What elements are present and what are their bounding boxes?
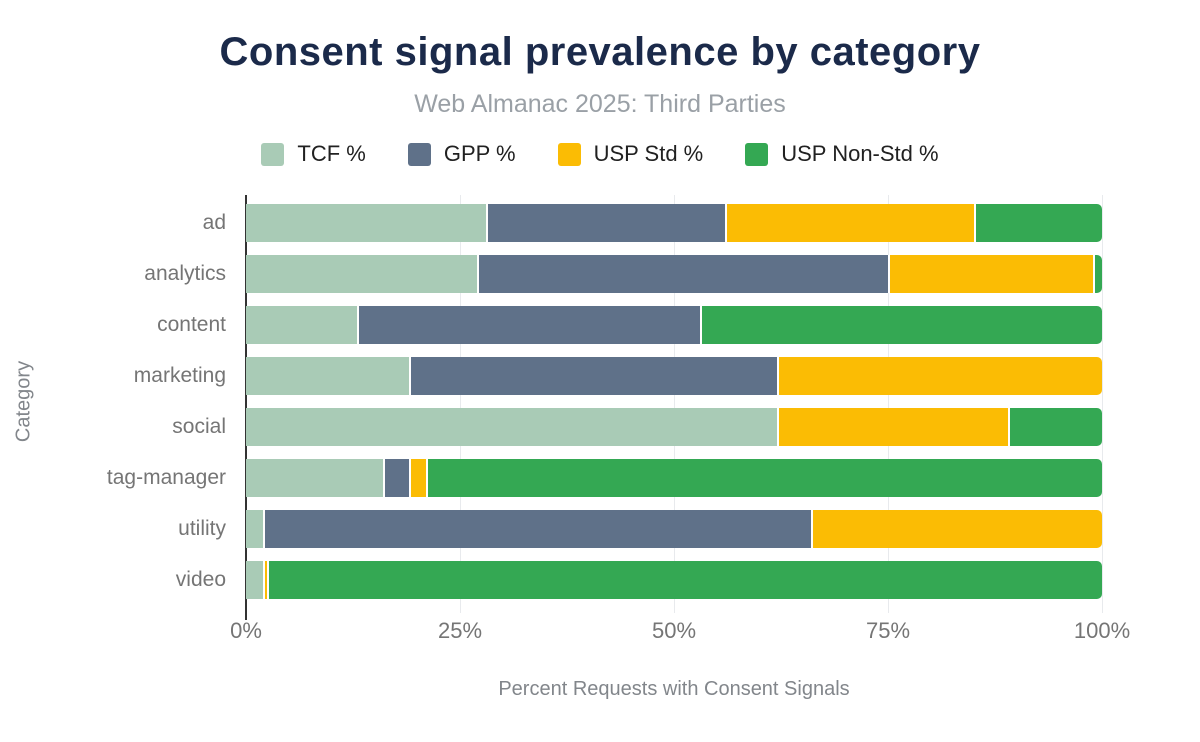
gridline-100 (1102, 195, 1103, 613)
bar-segment-utility-tcf (246, 509, 264, 548)
bar-row-utility (246, 509, 1102, 548)
x-axis-ticks: 0% 25% 50% 75% 100% (0, 618, 1200, 648)
y-axis-title: Category (12, 360, 35, 443)
legend-item-usp-non-std: USP Non-Std % (745, 141, 939, 167)
bar-row-ad (246, 203, 1102, 242)
bar-row-tag-manager (246, 458, 1102, 497)
bar-segment-tag-manager-tcf (246, 458, 383, 497)
y-label-video: video (175, 567, 226, 591)
x-tick-label-25: 25% (437, 618, 483, 643)
legend-swatch-tcf (261, 142, 285, 166)
y-axis-labels: ad analytics content marketing social tag-man… (60, 197, 236, 605)
bar-segment-tag-manager-gpp (382, 458, 409, 497)
x-tick-label-75: 75% (865, 618, 911, 643)
x-tick-label-50: 50% (651, 618, 697, 643)
bar-segment-tag-manager-usp-non-std (425, 458, 1102, 497)
legend-item-tcf: TCF % (261, 141, 366, 167)
gridline-75 (888, 195, 889, 613)
bar-segment-marketing-gpp (408, 356, 777, 395)
bar-segment-content-tcf (246, 305, 358, 344)
bar-segment-utility-gpp (263, 509, 811, 548)
bar-segment-video-usp-std (263, 560, 268, 599)
legend-item-gpp: GPP % (407, 141, 516, 167)
bar-row-analytics (246, 254, 1102, 293)
bar-segment-video-usp-non-std (267, 560, 1102, 599)
y-label-content: content (157, 312, 226, 336)
y-label-utility: utility (178, 516, 226, 540)
y-label-analytics: analytics (144, 261, 226, 285)
bar-row-video (246, 560, 1102, 599)
bar-segment-utility-usp-std (810, 509, 1102, 548)
chart-title: Consent signal prevalence by category (219, 30, 981, 74)
x-axis-title: Percent Requests with Consent Signals (498, 678, 850, 700)
bar-row-social (246, 407, 1102, 446)
bar-segment-social-usp-std (776, 407, 1008, 446)
bar-segment-ad-gpp (485, 203, 726, 242)
chart-legend: TCF % GPP % USP Std % USP Non-Std % (0, 141, 1200, 167)
y-label-ad: ad (202, 210, 226, 234)
bar-segment-content-usp-non-std (699, 305, 1102, 344)
y-label-tag-manager: tag-manager (106, 465, 226, 489)
bar-segment-ad-usp-std (725, 203, 974, 242)
legend-item-usp-std: USP Std % (557, 141, 704, 167)
gridline-25 (460, 195, 461, 613)
bar-segment-social-usp-non-std (1007, 407, 1102, 446)
plot-area (246, 195, 1103, 613)
y-label-marketing: marketing (133, 363, 226, 387)
bar-segment-ad-tcf (246, 203, 486, 242)
legend-label: USP Std % (593, 141, 704, 166)
legend-swatch-usp-non-std (745, 142, 769, 166)
x-tick-label-100: 100% (1073, 618, 1131, 643)
bar-row-content (246, 305, 1102, 344)
chart-subtitle: Web Almanac 2025: Third Parties (414, 90, 786, 118)
legend-swatch-gpp (407, 142, 431, 166)
bar-segment-analytics-gpp (477, 254, 888, 293)
y-label-social: social (172, 414, 226, 438)
bar-segment-marketing-usp-std (776, 356, 1102, 395)
bar-segment-ad-usp-non-std (973, 203, 1102, 242)
bar-segment-analytics-usp-non-std (1093, 254, 1102, 293)
bar-segment-content-gpp (357, 305, 700, 344)
legend-swatch-usp-std (557, 142, 581, 166)
bar-segment-analytics-usp-std (888, 254, 1094, 293)
gridline-50 (674, 195, 675, 613)
x-tick-label-0: 0% (230, 618, 262, 643)
legend-label: GPP % (443, 141, 516, 166)
bar-segment-analytics-tcf (246, 254, 478, 293)
bar-row-marketing (246, 356, 1102, 395)
bar-segment-video-tcf (246, 560, 264, 599)
bar-segment-social-tcf (246, 407, 777, 446)
bar-segment-marketing-tcf (246, 356, 409, 395)
legend-label: USP Non-Std % (781, 141, 939, 166)
bar-segment-tag-manager-usp-std (408, 458, 426, 497)
legend-label: TCF % (297, 141, 366, 166)
